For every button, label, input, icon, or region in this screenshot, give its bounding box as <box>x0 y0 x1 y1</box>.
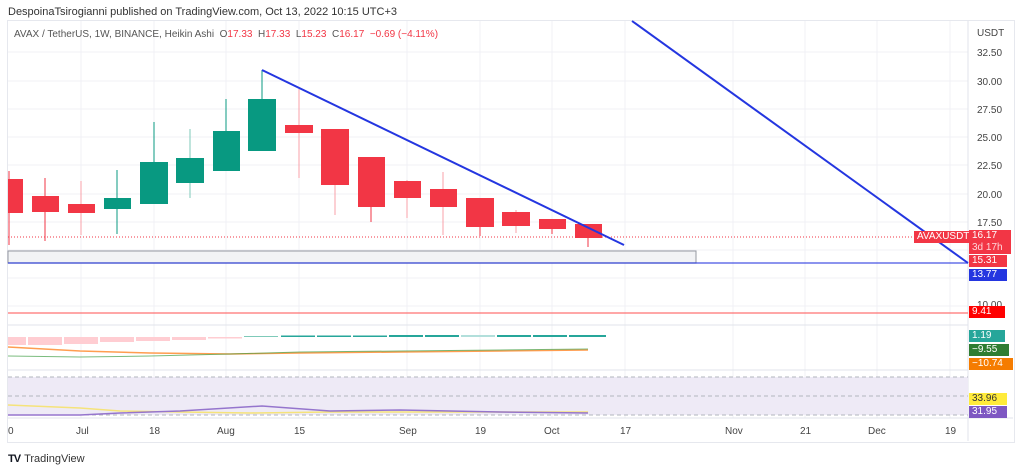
publisher-line: DespoinaTsirogianni published on Trading… <box>8 6 398 18</box>
tradingview-logo[interactable]: TV TradingView <box>8 453 85 465</box>
macd-hist-tag: 1.19 <box>969 330 1005 342</box>
svg-text:20.00: 20.00 <box>977 190 1002 201</box>
candle <box>176 158 204 183</box>
svg-text:Dec: Dec <box>868 426 886 437</box>
candle <box>575 224 602 238</box>
candle <box>502 212 530 226</box>
svg-text:21: 21 <box>800 426 812 437</box>
svg-text:Nov: Nov <box>725 426 743 437</box>
candle <box>140 162 168 204</box>
last-price-tag: 16.17 <box>969 230 1011 242</box>
macd-signal-tag: −9.55 <box>969 344 1009 356</box>
symbol-tag: AVAXUSDT <box>914 231 973 243</box>
macd-signal-line <box>7 348 589 358</box>
level-tag-9-41: 9.41 <box>969 306 1005 318</box>
price-axis: USDT 32.50 30.00 27.50 25.00 22.50 20.00… <box>977 28 1004 311</box>
legend-high: 17.33 <box>265 29 291 40</box>
candle <box>285 125 313 133</box>
range-rectangle[interactable] <box>7 250 697 264</box>
countdown-tag: 3d 17h <box>969 242 1011 254</box>
svg-text:19: 19 <box>475 426 487 437</box>
candle <box>8 179 23 213</box>
legend-change: −0.69 (−4.11%) <box>369 29 439 40</box>
candle <box>68 204 95 213</box>
svg-text:0: 0 <box>8 426 14 437</box>
svg-text:Jul: Jul <box>76 426 89 437</box>
macd-line-tag: −10.74 <box>969 358 1013 370</box>
svg-text:27.50: 27.50 <box>977 105 1002 116</box>
svg-text:Oct: Oct <box>544 426 560 437</box>
macd-line <box>7 346 589 355</box>
level-tag-15-31: 15.31 <box>969 255 1007 267</box>
level-tag-13-77: 13.77 <box>969 269 1007 281</box>
legend-symbol: AVAX / TetherUS, 1W, BINANCE, Heikin Ash… <box>14 29 215 40</box>
svg-text:10.00: 10.00 <box>977 300 1002 311</box>
candle <box>539 219 566 229</box>
rsi-ma-tag: 33.96 <box>969 393 1007 405</box>
svg-text:32.50: 32.50 <box>977 48 1002 59</box>
candle <box>466 198 494 227</box>
svg-text:USDT: USDT <box>977 28 1004 39</box>
svg-text:19: 19 <box>945 426 957 437</box>
candles <box>8 70 602 247</box>
candle <box>104 198 131 209</box>
svg-text:Sep: Sep <box>399 426 417 437</box>
svg-text:15: 15 <box>294 426 306 437</box>
candle <box>358 157 385 207</box>
trendline-resistance[interactable] <box>261 69 625 246</box>
candle <box>213 131 240 171</box>
macd-histogram <box>8 335 606 345</box>
tradingview-brand: TradingView <box>24 453 85 465</box>
candle <box>32 196 59 212</box>
rsi-tag: 31.95 <box>969 406 1007 418</box>
candle <box>321 129 349 185</box>
svg-text:30.00: 30.00 <box>977 77 1002 88</box>
legend-open: 17.33 <box>227 29 253 40</box>
chart-legend: AVAX / TetherUS, 1W, BINANCE, Heikin Ash… <box>14 29 439 40</box>
legend-close: 16.17 <box>339 29 365 40</box>
svg-text:18: 18 <box>149 426 161 437</box>
svg-text:Aug: Aug <box>217 426 235 437</box>
trendline-long[interactable] <box>631 20 969 264</box>
legend-low: 15.23 <box>301 29 327 40</box>
chart-frame[interactable] <box>7 20 1015 443</box>
candle <box>248 99 276 151</box>
svg-text:17: 17 <box>620 426 632 437</box>
svg-text:17.50: 17.50 <box>977 218 1002 229</box>
tradingview-logo-icon: TV <box>8 453 21 465</box>
candle <box>394 181 421 198</box>
svg-text:22.50: 22.50 <box>977 161 1002 172</box>
svg-text:25.00: 25.00 <box>977 133 1002 144</box>
candle <box>430 189 457 207</box>
time-axis: 0 Jul 18 Aug 15 Sep 19 Oct 17 Nov 21 Dec… <box>8 426 957 437</box>
rsi-line <box>8 405 589 416</box>
